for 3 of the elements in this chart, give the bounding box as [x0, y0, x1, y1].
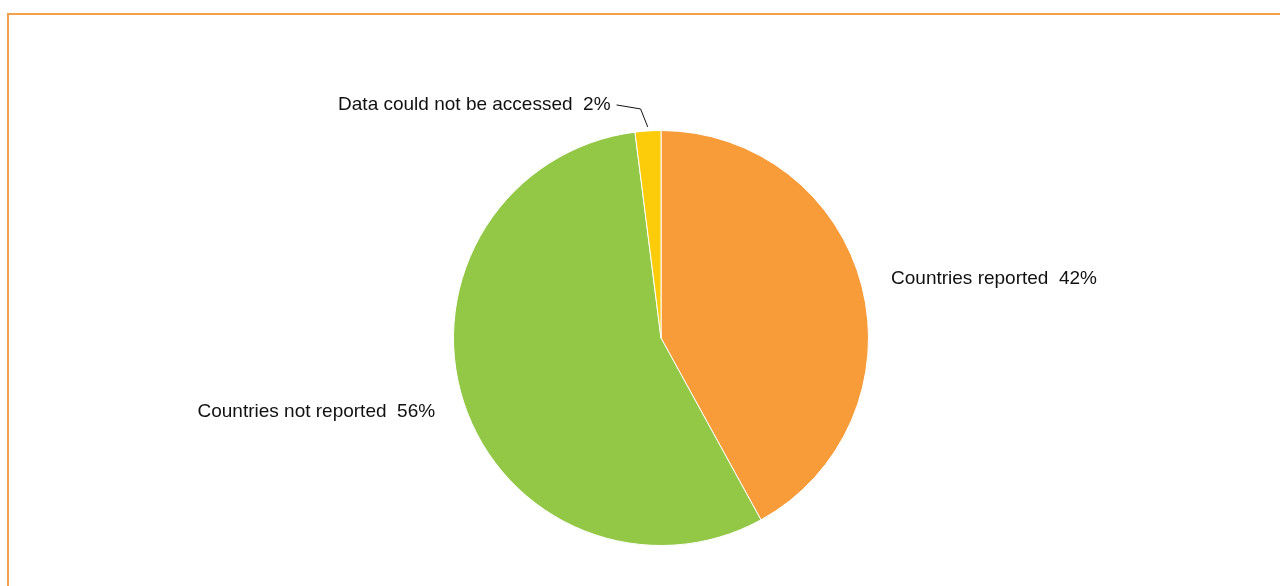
slice-label: Countries reported 42%	[891, 267, 1098, 289]
slice-label: Countries not reported 56%	[197, 399, 436, 421]
slice-label: Data could not be accessed 2%	[338, 93, 611, 115]
